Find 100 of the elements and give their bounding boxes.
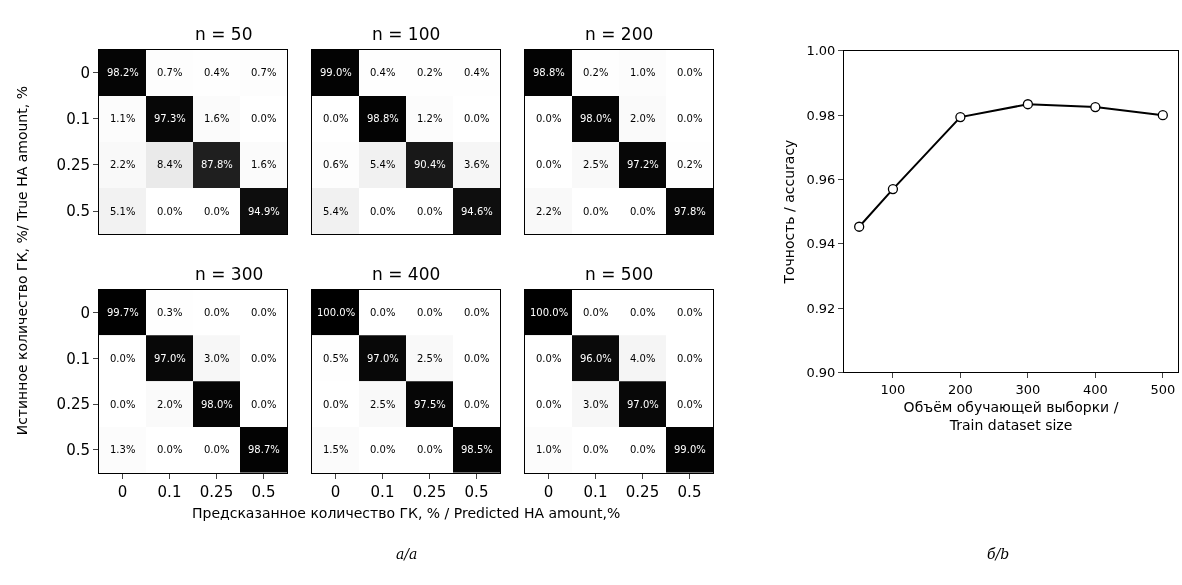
data-label: 0.0% xyxy=(536,113,562,124)
x-tick-label: 0.5 xyxy=(251,482,276,501)
data-label: 0.3% xyxy=(157,307,183,318)
data-label: 0.0% xyxy=(464,353,490,364)
point xyxy=(887,183,899,195)
data-label: 1.6% xyxy=(251,159,277,170)
data-label: 5.4% xyxy=(370,159,396,170)
data-label: 0.0% xyxy=(583,307,609,318)
data-label: 0.0% xyxy=(536,353,562,364)
point xyxy=(1157,110,1168,121)
data-label: 0.0% xyxy=(417,444,443,455)
x-tick-label: 0.1 xyxy=(583,482,608,501)
data-label: 87.8% xyxy=(201,159,233,170)
x-tick-label: 0.1 xyxy=(370,482,395,501)
chart-title: n = 300 xyxy=(195,264,264,284)
data-label: 0.0% xyxy=(157,206,183,217)
data-label: 99.7% xyxy=(107,307,139,318)
data-label: 0.2% xyxy=(583,67,609,78)
y-tick-label: 0.5 xyxy=(66,441,90,460)
data-label: 2.5% xyxy=(583,159,609,170)
y-tick-label: 0 xyxy=(80,303,90,322)
x-tick-label: 0 xyxy=(330,482,341,501)
data-label: 0.0% xyxy=(370,307,396,318)
data-label: 1.6% xyxy=(204,113,230,124)
x-tick-label: 0.25 xyxy=(412,482,447,501)
data-label: 97.5% xyxy=(414,399,446,410)
data-label: 0.0% xyxy=(677,113,703,124)
y-tick-label: 0.98 xyxy=(806,107,836,123)
chart-title: n = 200 xyxy=(585,24,654,44)
data-label: 97.0% xyxy=(367,353,399,364)
data-label: 0.0% xyxy=(204,307,230,318)
data-label: 98.8% xyxy=(533,67,565,78)
data-label: 3.0% xyxy=(583,399,609,410)
data-label: 98.0% xyxy=(201,399,233,410)
data-label: 94.6% xyxy=(461,206,493,217)
point xyxy=(955,111,966,123)
data-label: 0.7% xyxy=(157,67,183,78)
data-label: 98.0% xyxy=(580,113,612,124)
data-label: 0.0% xyxy=(677,399,703,410)
data-label: 0.0% xyxy=(110,399,136,410)
data-label: 97.2% xyxy=(627,159,659,170)
data-label: 0.0% xyxy=(157,444,183,455)
data-label: 0.5% xyxy=(323,353,349,364)
point xyxy=(854,221,865,232)
x-tick-label: 500 xyxy=(1150,381,1176,397)
data-label: 2.5% xyxy=(370,399,396,410)
data-label: 0.0% xyxy=(370,444,396,455)
y-tick-label: 1.00 xyxy=(806,43,836,59)
data-label: 98.5% xyxy=(461,444,493,455)
data-label: 100.0% xyxy=(530,307,569,318)
data-label: 97.3% xyxy=(154,113,186,124)
data-label: 96.0% xyxy=(580,353,612,364)
y-tick-label: 0.96 xyxy=(806,172,836,188)
data-label: 97.0% xyxy=(154,353,186,364)
x-tick-label: 0.1 xyxy=(157,482,182,501)
data-label: 0.4% xyxy=(370,67,396,78)
data-label: 0.0% xyxy=(251,113,277,124)
x-tick-label: 200 xyxy=(947,381,973,397)
text: а/a xyxy=(396,546,418,562)
data-label: 97.8% xyxy=(674,206,706,217)
data-label: 0.0% xyxy=(677,307,703,318)
chart-title: n = 50 xyxy=(195,24,253,44)
data-label: 3.0% xyxy=(204,353,230,364)
data-label: 2.2% xyxy=(110,159,136,170)
x-tick-label: 0.25 xyxy=(625,482,660,501)
data-label: 90.4% xyxy=(414,159,446,170)
x-tick-label: 0 xyxy=(543,482,554,501)
x-tick-label: 0.5 xyxy=(464,482,489,501)
x-tick-label: 0.5 xyxy=(677,482,702,501)
x-axis-title: Предсказанное количество ГК, % / Predicted HA amount,% xyxy=(192,505,621,521)
data-label: 1.5% xyxy=(323,444,349,455)
data-label: 0.0% xyxy=(417,307,443,318)
y-axis-title: Истинное количество ГК, %/ True HA amount, % xyxy=(13,86,30,436)
data-label: 5.4% xyxy=(323,206,349,217)
data-label: 97.0% xyxy=(627,399,659,410)
data-label: 0.0% xyxy=(251,307,277,318)
data-label: 2.5% xyxy=(417,353,443,364)
data-label: 0.0% xyxy=(583,206,609,217)
data-label: 0.0% xyxy=(677,353,703,364)
data-label: 1.2% xyxy=(417,113,443,124)
data-label: 2.2% xyxy=(536,206,562,217)
data-label: 98.2% xyxy=(107,67,139,78)
data-label: 98.7% xyxy=(248,444,280,455)
data-label: 1.0% xyxy=(536,444,562,455)
data-label: 0.0% xyxy=(464,399,490,410)
data-label: 0.0% xyxy=(417,206,443,217)
data-label: 0.0% xyxy=(251,353,277,364)
data-label: 0.0% xyxy=(630,206,656,217)
data-label: 100.0% xyxy=(317,307,356,318)
data-label: 0.6% xyxy=(323,159,349,170)
data-label: 99.0% xyxy=(320,67,352,78)
chart-title: n = 400 xyxy=(372,264,441,284)
data-label: 98.8% xyxy=(367,113,399,124)
data-label: 0.0% xyxy=(323,113,349,124)
data-label: 0.0% xyxy=(464,307,490,318)
data-label: 4.0% xyxy=(630,353,656,364)
data-label: 0.0% xyxy=(370,206,396,217)
data-label: 0.0% xyxy=(323,399,349,410)
y-tick-label: 0.90 xyxy=(806,364,836,380)
data-label: 5.1% xyxy=(110,206,136,217)
